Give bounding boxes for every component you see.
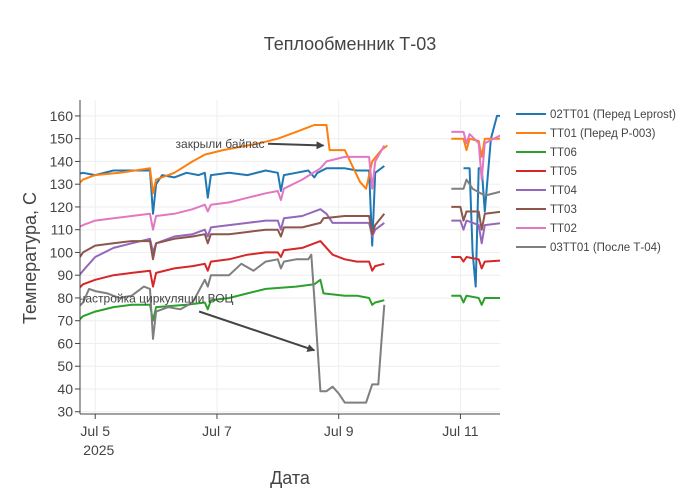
legend-label: 02TT01 (Перед Leprost) [550, 109, 676, 121]
legend-item[interactable]: TT05 [516, 166, 577, 178]
annotation-arrow [198, 310, 316, 352]
legend-label: TT06 [550, 147, 577, 159]
legend-item[interactable]: TT04 [516, 185, 577, 197]
series-segment[interactable] [451, 294, 521, 306]
series-segment[interactable] [74, 124, 389, 195]
series-line[interactable] [74, 240, 521, 293]
legend-item[interactable]: 03TT01 (После Т-04) [516, 242, 661, 254]
y-tick-label: 130 [50, 176, 74, 192]
legend-item[interactable]: TT02 [516, 223, 577, 235]
y-tick-label: 80 [57, 290, 73, 306]
x-tick-label: Jul 5 [80, 423, 110, 439]
annotation-label: закрыли байпас [176, 137, 265, 151]
y-tick-label: 90 [57, 267, 73, 283]
x-tick-label: Jul 11 [442, 423, 479, 439]
series-line[interactable] [74, 205, 521, 266]
series-segment[interactable] [451, 178, 521, 197]
y-tick-label: 50 [57, 358, 73, 374]
annotations: закрыли байпас настройка циркуляции ВОЦ [79, 137, 325, 352]
legend-item[interactable]: 02TT01 (Перед Leprost) [516, 109, 676, 121]
legend-item[interactable]: TT01 (Перед Р-003) [516, 128, 656, 140]
series-segment[interactable] [451, 256, 521, 270]
annotation-arrow [267, 141, 325, 150]
series-line[interactable] [74, 114, 521, 288]
series-segment[interactable] [74, 240, 385, 293]
series-line[interactable] [74, 278, 521, 326]
y-tick-label: 70 [57, 313, 73, 329]
series-group [74, 114, 521, 404]
grid [80, 100, 500, 414]
y-tick-label: 150 [50, 131, 74, 147]
annotation-label: настройка циркуляции ВОЦ [79, 292, 234, 306]
series-segment[interactable] [74, 278, 385, 326]
series-line[interactable] [74, 125, 521, 231]
x-axis-title: Дата [270, 468, 311, 488]
legend-label: TT03 [550, 204, 577, 216]
series-segment[interactable] [74, 253, 386, 404]
y-tick-label: 120 [50, 199, 74, 215]
x-tick-sublabel: 2025 [83, 442, 114, 458]
series-line[interactable] [74, 124, 521, 195]
x-tick-label: Jul 7 [202, 423, 232, 439]
series-segment[interactable] [74, 208, 385, 282]
y-tick-label: 160 [50, 108, 74, 124]
legend-label: TT01 (Перед Р-003) [550, 128, 656, 140]
y-tick-label: 30 [57, 404, 73, 420]
legend-item[interactable]: TT03 [516, 204, 577, 216]
series-segment[interactable] [451, 205, 521, 231]
legend-label: TT02 [550, 223, 577, 235]
legend-label: TT05 [550, 166, 577, 178]
y-tick-label: 100 [50, 244, 74, 260]
y-axis-title: Температура, С [20, 192, 40, 324]
chart-title: Теплообменник Т-03 [264, 34, 437, 54]
series-segment[interactable] [74, 213, 386, 266]
legend-label: TT04 [550, 185, 577, 197]
y-tick-label: 110 [51, 222, 74, 238]
y-tick-label: 60 [57, 335, 73, 351]
series-segment[interactable] [451, 219, 521, 245]
legend[interactable]: 02TT01 (Перед Leprost) TT01 (Перед Р-003)… [516, 109, 676, 254]
y-tick-label: 140 [50, 153, 74, 169]
series-segment[interactable] [74, 145, 386, 231]
legend-item[interactable]: TT06 [516, 147, 577, 159]
axes: 30 40 50 60 70 80 90 100 110 120 130 140 150 160 Jul 5… [50, 100, 500, 458]
y-tick-label: 40 [57, 381, 73, 397]
series-line[interactable] [74, 178, 521, 404]
x-tick-label: Jul 9 [324, 423, 354, 439]
legend-label: 03TT01 (После Т-04) [550, 242, 661, 254]
series-segment[interactable] [451, 125, 521, 181]
